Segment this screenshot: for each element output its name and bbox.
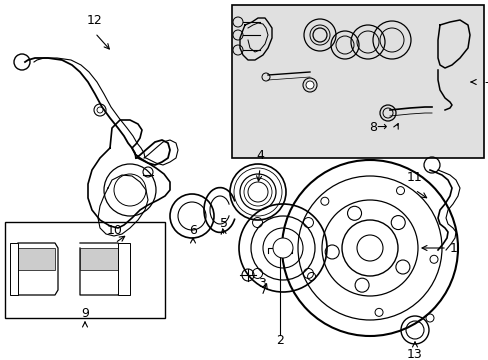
Text: 10: 10 xyxy=(107,224,122,237)
Text: 3: 3 xyxy=(258,277,265,290)
Text: 8→: 8→ xyxy=(369,121,387,135)
Text: 11: 11 xyxy=(407,171,422,184)
Text: 2: 2 xyxy=(276,333,284,346)
FancyBboxPatch shape xyxy=(5,222,164,318)
Polygon shape xyxy=(118,243,130,295)
Circle shape xyxy=(247,182,267,202)
Text: 12: 12 xyxy=(87,14,102,27)
Polygon shape xyxy=(18,248,55,270)
FancyBboxPatch shape xyxy=(231,5,483,158)
Text: 4: 4 xyxy=(256,149,264,162)
Text: 1: 1 xyxy=(449,242,457,255)
Circle shape xyxy=(272,238,292,258)
Text: 5: 5 xyxy=(220,217,227,230)
Circle shape xyxy=(356,235,382,261)
Text: 13: 13 xyxy=(407,348,422,360)
Polygon shape xyxy=(80,248,118,270)
Text: —7: —7 xyxy=(483,76,488,89)
Text: 6: 6 xyxy=(189,224,197,237)
Circle shape xyxy=(305,81,313,89)
Polygon shape xyxy=(10,243,18,295)
Text: 9: 9 xyxy=(81,307,89,320)
Circle shape xyxy=(97,107,103,113)
